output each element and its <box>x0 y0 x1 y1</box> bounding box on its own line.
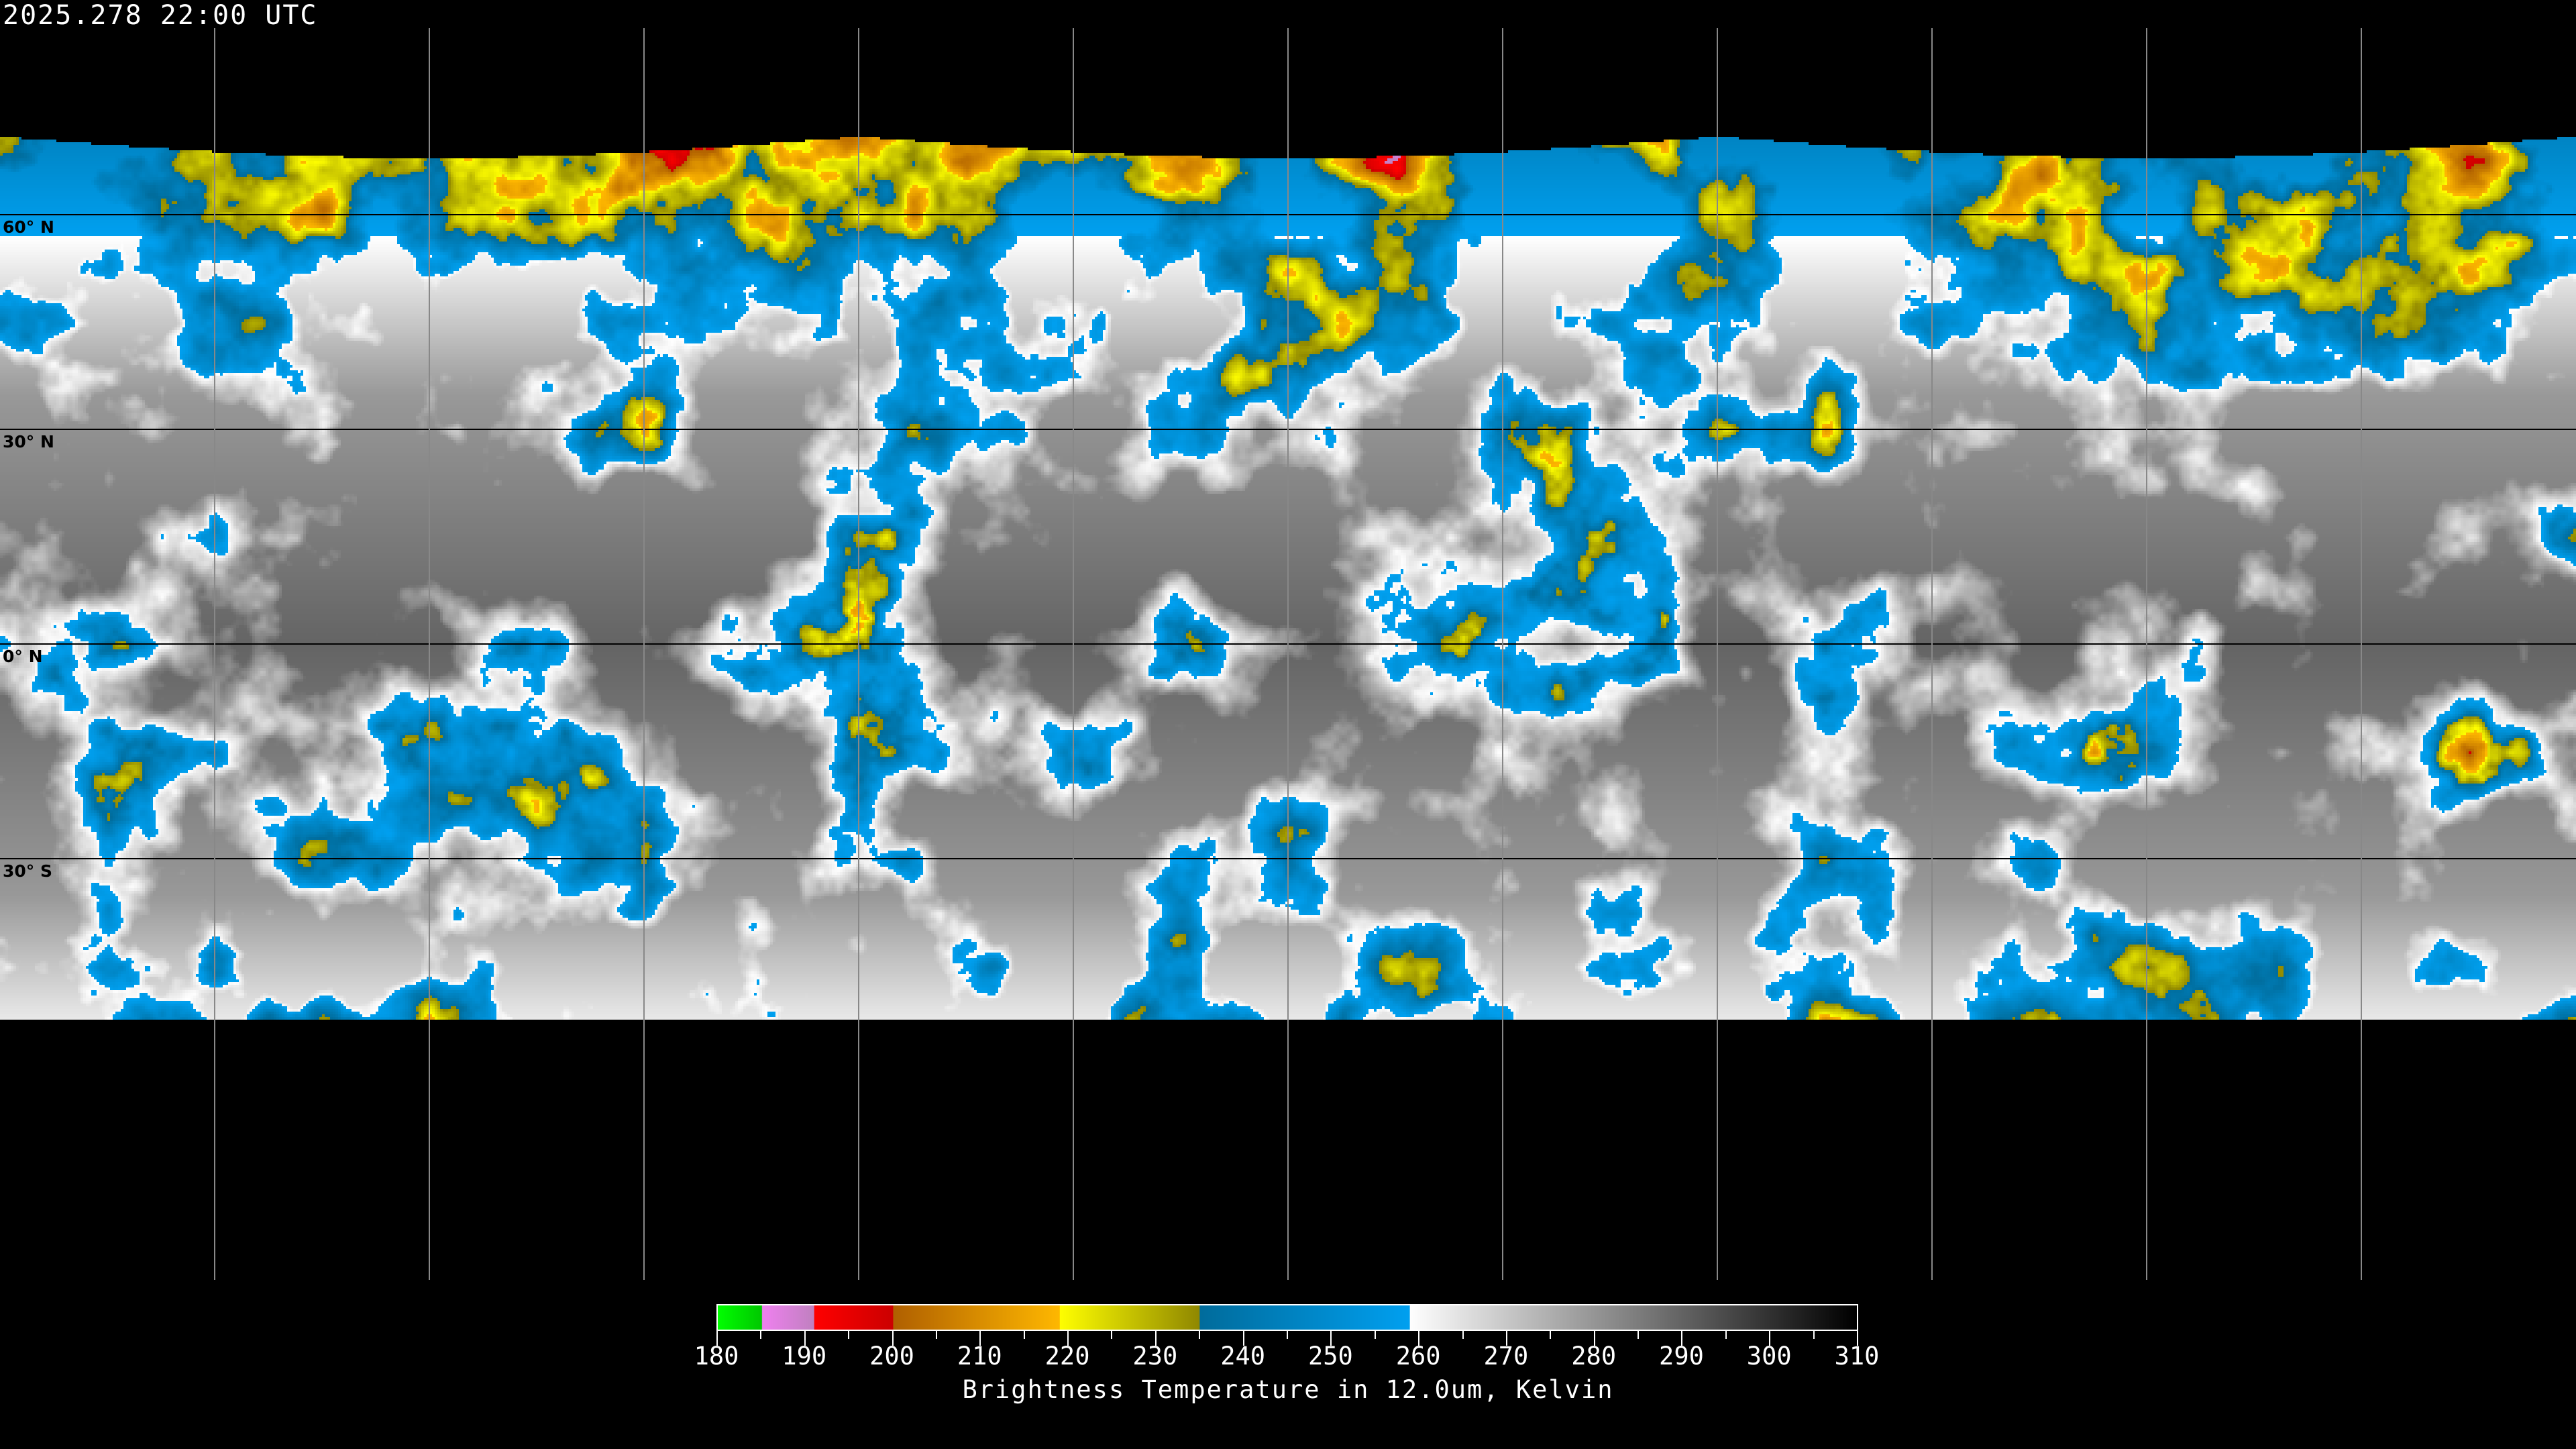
colorbar-tick-label: 240 <box>1220 1342 1266 1371</box>
colorbar-tick-label: 210 <box>957 1342 1002 1371</box>
colorbar-caption: Brightness Temperature in 12.0um, Kelvin <box>962 1375 1614 1404</box>
colorbar-tick <box>1199 1331 1201 1339</box>
lat-label-30s: 30° S <box>3 861 52 881</box>
colorbar-tick-label: 230 <box>1132 1342 1178 1371</box>
colorbar-tick-label: 280 <box>1571 1342 1617 1371</box>
colorbar-tick-label: 270 <box>1483 1342 1529 1371</box>
colorbar-tick <box>1287 1331 1288 1339</box>
colorbar-tick-label: 250 <box>1307 1342 1353 1371</box>
colorbar-tick-label: 190 <box>782 1342 827 1371</box>
timestamp-title: 2025.278 22:00 UTC <box>3 0 318 31</box>
colorbar-tick <box>1242 1331 1244 1346</box>
lat-lon-grid <box>214 28 2362 1280</box>
colorbar-tick <box>1505 1331 1507 1346</box>
colorbar-tick <box>979 1331 981 1346</box>
colorbar-tick <box>1374 1331 1376 1339</box>
colorbar-tick-label: 300 <box>1746 1342 1792 1371</box>
colorbar-tick <box>892 1331 894 1346</box>
colorbar-tick <box>1593 1331 1595 1346</box>
colorbar-ticks <box>716 1331 1858 1358</box>
colorbar-tick <box>1111 1331 1113 1339</box>
colorbar-tick <box>1857 1331 1858 1346</box>
colorbar-tick <box>1155 1331 1157 1346</box>
colorbar-tick <box>1418 1331 1420 1346</box>
colorbar-tick-label: 260 <box>1395 1342 1441 1371</box>
colorbar <box>716 1304 1858 1331</box>
lat-label-60n: 60° N <box>3 217 54 237</box>
lat-label-equator: 0° N <box>3 647 43 666</box>
colorbar-tick <box>760 1331 762 1339</box>
colorbar-tick-label: 180 <box>694 1342 739 1371</box>
colorbar-tick-label: 200 <box>869 1342 914 1371</box>
colorbar-tick <box>1023 1331 1025 1339</box>
colorbar-tick-label: 220 <box>1044 1342 1090 1371</box>
colorbar-tick <box>804 1331 806 1346</box>
satellite-map: 60° N 30° N 0° N 30° S 60° S <box>0 0 2576 1288</box>
colorbar-tick <box>935 1331 937 1339</box>
colorbar-tick <box>1550 1331 1552 1339</box>
colorbar-tick <box>1638 1331 1640 1339</box>
colorbar-tick <box>1813 1331 1815 1339</box>
colorbar-tick <box>1769 1331 1771 1346</box>
colorbar-tick-label: 290 <box>1659 1342 1704 1371</box>
colorbar-tick <box>1330 1331 1332 1346</box>
colorbar-tick-label: 310 <box>1834 1342 1880 1371</box>
colorbar-tick <box>1681 1331 1683 1346</box>
colorbar-tick <box>1067 1331 1069 1346</box>
lat-label-30n: 30° N <box>3 432 54 451</box>
colorbar-tick <box>848 1331 850 1339</box>
colorbar-tick <box>1725 1331 1727 1339</box>
colorbar-tick <box>716 1331 718 1346</box>
colorbar-tick <box>1462 1331 1464 1339</box>
lat-label-60s: 60° S <box>3 1076 52 1095</box>
